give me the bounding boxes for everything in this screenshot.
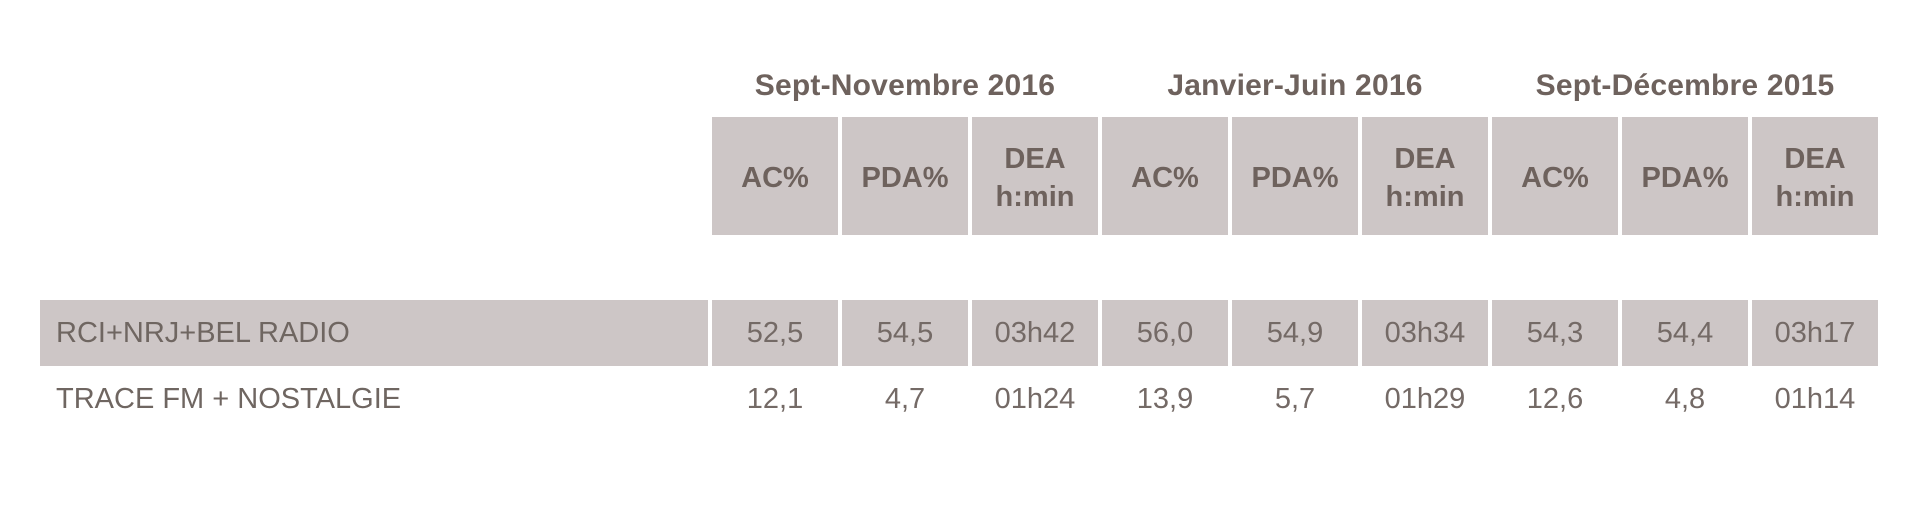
data-cell: 01h29 bbox=[1384, 382, 1466, 415]
period-title-janvier-juin-2016: Janvier-Juin 2016 bbox=[1167, 69, 1423, 102]
data-cell: 13,9 bbox=[1136, 382, 1194, 415]
period-title-sept-decembre-2015: Sept-Décembre 2015 bbox=[1535, 69, 1835, 102]
data-cell: 54,4 bbox=[1622, 300, 1748, 366]
data-cell: 03h17 bbox=[1752, 300, 1878, 366]
data-cell: 01h14 bbox=[1774, 382, 1856, 415]
row-label-rci-nrj-bel-radio: RCI+NRJ+BEL RADIO bbox=[40, 300, 708, 366]
column-header-ac-3: AC% bbox=[1492, 117, 1618, 235]
column-header-dea-1: DEA h:min bbox=[972, 117, 1098, 235]
data-cell: 01h24 bbox=[994, 382, 1076, 415]
data-cell: 4,8 bbox=[1664, 382, 1706, 415]
column-header-ac-2: AC% bbox=[1102, 117, 1228, 235]
data-cell: 54,3 bbox=[1492, 300, 1618, 366]
data-cell: 4,7 bbox=[884, 382, 926, 415]
data-cell: 12,1 bbox=[746, 382, 804, 415]
data-cell: 54,5 bbox=[842, 300, 968, 366]
data-cell: 03h42 bbox=[972, 300, 1098, 366]
column-header-dea-3: DEA h:min bbox=[1752, 117, 1878, 235]
column-header-pda-1: PDA% bbox=[842, 117, 968, 235]
radio-audience-table: Sept-Novembre 2016 Janvier-Juin 2016 Sep… bbox=[40, 40, 1878, 432]
column-header-pda-2: PDA% bbox=[1232, 117, 1358, 235]
data-cell: 52,5 bbox=[712, 300, 838, 366]
data-cell: 03h34 bbox=[1362, 300, 1488, 366]
row-label-trace-fm-nostalgie: TRACE FM + NOSTALGIE bbox=[56, 382, 402, 415]
data-cell: 54,9 bbox=[1232, 300, 1358, 366]
data-cell: 12,6 bbox=[1526, 382, 1584, 415]
column-header-pda-3: PDA% bbox=[1622, 117, 1748, 235]
column-header-dea-2: DEA h:min bbox=[1362, 117, 1488, 235]
data-cell: 56,0 bbox=[1102, 300, 1228, 366]
column-header-ac-1: AC% bbox=[712, 117, 838, 235]
data-cell: 5,7 bbox=[1274, 382, 1316, 415]
period-title-sept-novembre-2016: Sept-Novembre 2016 bbox=[754, 69, 1056, 102]
